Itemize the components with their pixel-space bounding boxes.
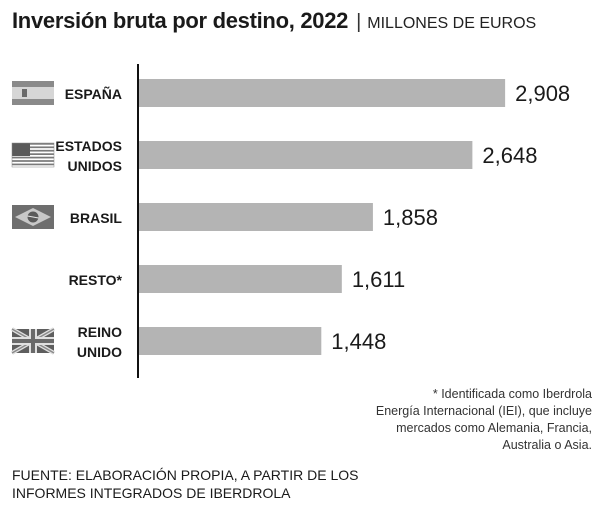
category-label: REINO	[78, 324, 122, 340]
value-label: 1,611	[352, 267, 405, 292]
category-label: RESTO*	[69, 272, 123, 288]
bar	[139, 79, 506, 107]
footnote-line: * Identificada como Iberdrola	[432, 387, 592, 401]
category-label: UNIDO	[77, 344, 122, 360]
footnote-line: mercados como Alemania, Francia,	[396, 421, 592, 435]
brazil-flag-icon	[12, 205, 54, 229]
uk-flag-icon	[11, 327, 55, 355]
value-label: 1,448	[331, 329, 386, 354]
value-label: 2,648	[482, 143, 537, 168]
usa-flag-icon	[11, 142, 55, 168]
title-separator: |	[356, 11, 362, 33]
title-main: Inversión bruta por destino, 2022	[12, 8, 349, 33]
category-label: UNIDOS	[68, 158, 122, 174]
category-label: ESTADOS	[55, 138, 122, 154]
source-line: FUENTE: ELABORACIÓN PROPIA, A PARTIR DE …	[12, 467, 359, 483]
bar-chart: ESPAÑA 2,908 ESTADOS UNIDOS 2,648 BRASIL 1,858…	[11, 64, 570, 378]
footnote: * Identificada como Iberdrola Energía In…	[342, 386, 592, 454]
footnote-line: Energía Internacional (IEI), que incluye	[375, 404, 592, 418]
bar	[139, 203, 373, 231]
value-label: 2,908	[515, 81, 570, 106]
bar	[139, 141, 473, 169]
spain-flag-icon	[12, 81, 54, 105]
category-label: BRASIL	[70, 210, 123, 226]
source-line: INFORMES INTEGRADOS DE IBERDROLA	[12, 485, 291, 501]
chart-title: Inversión bruta por destino, 2022 | MILLON…	[12, 8, 608, 34]
category-label: ESPAÑA	[65, 85, 122, 102]
bar	[139, 265, 342, 293]
footnote-line: Australia o Asia.	[502, 438, 592, 452]
bar	[139, 327, 322, 355]
value-label: 1,858	[383, 205, 438, 230]
title-unit: MILLONES DE EUROS	[367, 15, 537, 32]
source-note: FUENTE: ELABORACIÓN PROPIA, A PARTIR DE …	[12, 466, 432, 502]
